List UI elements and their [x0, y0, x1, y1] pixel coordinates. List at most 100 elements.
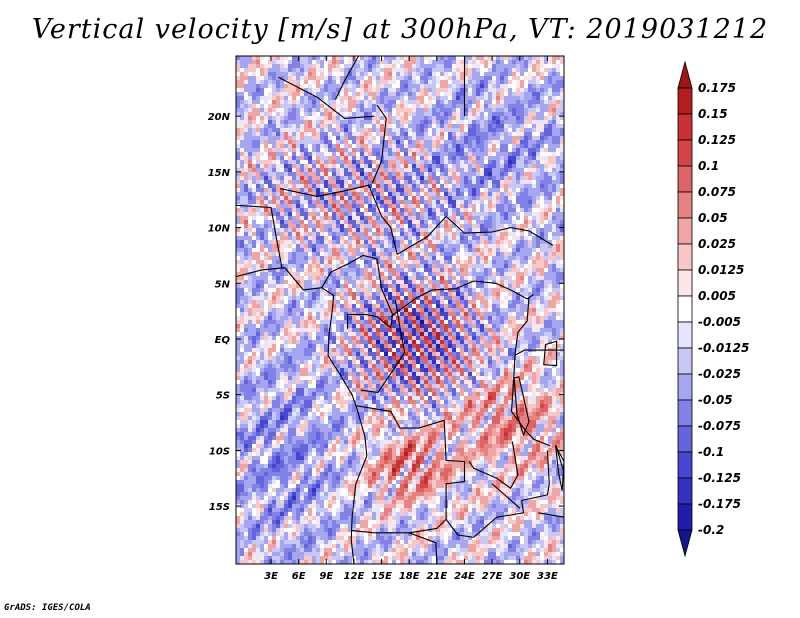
field-cell [412, 168, 417, 173]
field-cell [260, 116, 265, 121]
field-cell [424, 100, 429, 105]
field-cell [444, 220, 449, 225]
field-cell [244, 112, 249, 117]
field-cell [352, 84, 357, 89]
field-cell [400, 224, 405, 229]
field-cell [316, 292, 321, 297]
field-cell [552, 88, 557, 93]
field-cell [288, 80, 293, 85]
field-cell [456, 256, 461, 261]
field-cell [560, 112, 565, 117]
field-cell [404, 252, 409, 257]
field-cell [540, 148, 545, 153]
field-cell [360, 224, 365, 229]
field-cell [292, 228, 297, 233]
field-cell [264, 292, 269, 297]
field-cell [432, 100, 437, 105]
field-cell [524, 68, 529, 73]
field-cell [500, 120, 505, 125]
field-cell [460, 96, 465, 101]
field-cell [260, 140, 265, 145]
field-cell [552, 188, 557, 193]
field-cell [540, 220, 545, 225]
field-cell [244, 72, 249, 77]
field-cell [404, 124, 409, 129]
field-cell [492, 100, 497, 105]
field-cell [440, 180, 445, 185]
field-cell [400, 132, 405, 137]
field-cell [284, 168, 289, 173]
field-cell [524, 284, 529, 289]
field-cell [324, 60, 329, 65]
field-cell [492, 228, 497, 233]
field-cell [556, 144, 561, 149]
field-cell [444, 120, 449, 125]
field-cell [540, 284, 545, 289]
field-cell [528, 140, 533, 145]
field-cell [456, 104, 461, 109]
field-cell [560, 160, 565, 165]
field-cell [344, 268, 349, 273]
field-cell [456, 296, 461, 301]
field-cell [428, 88, 433, 93]
field-cell [256, 260, 261, 265]
field-cell [544, 272, 549, 277]
field-cell [404, 72, 409, 77]
field-cell [456, 184, 461, 189]
field-cell [556, 248, 561, 253]
field-cell [504, 252, 509, 257]
field-cell [276, 76, 281, 81]
field-cell [496, 108, 501, 113]
field-cell [408, 200, 413, 205]
field-cell [304, 64, 309, 69]
field-cell [456, 84, 461, 89]
field-cell [316, 184, 321, 189]
field-cell [560, 104, 565, 109]
field-cell [540, 128, 545, 133]
field-cell [472, 164, 477, 169]
field-cell [248, 132, 253, 137]
field-cell [292, 108, 297, 113]
field-cell [384, 76, 389, 81]
field-cell [408, 264, 413, 269]
field-cell [444, 156, 449, 161]
field-cell [252, 240, 257, 245]
field-cell [312, 80, 317, 85]
field-cell [348, 144, 353, 149]
field-cell [264, 64, 269, 69]
field-cell [448, 196, 453, 201]
field-cell [472, 268, 477, 273]
field-cell [536, 144, 541, 149]
field-cell [248, 56, 253, 61]
field-cell [256, 288, 261, 293]
field-cell [236, 92, 241, 97]
field-cell [480, 116, 485, 121]
field-cell [416, 280, 421, 285]
field-cell [260, 172, 265, 177]
field-cell [548, 148, 553, 153]
chart-title: Vertical velocity [m/s] at 300hPa, VT: 2… [31, 14, 769, 45]
field-cell [548, 180, 553, 185]
field-cell [400, 148, 405, 153]
field-cell [316, 144, 321, 149]
field-cell [388, 100, 393, 105]
field-cell [296, 292, 301, 297]
field-cell [348, 64, 353, 69]
field-cell [508, 232, 513, 237]
field-cell [544, 164, 549, 169]
field-cell [256, 180, 261, 185]
field-cell [448, 76, 453, 81]
field-cell [544, 88, 549, 93]
field-cell [512, 68, 517, 73]
field-cell [392, 292, 397, 297]
field-cell [440, 196, 445, 201]
field-cell [408, 212, 413, 217]
field-cell [544, 188, 549, 193]
field-cell [252, 272, 257, 277]
field-cell [424, 128, 429, 133]
field-cell [424, 276, 429, 281]
field-cell [452, 124, 457, 129]
field-cell [448, 96, 453, 101]
field-cell [316, 56, 321, 61]
field-cell [420, 296, 425, 301]
